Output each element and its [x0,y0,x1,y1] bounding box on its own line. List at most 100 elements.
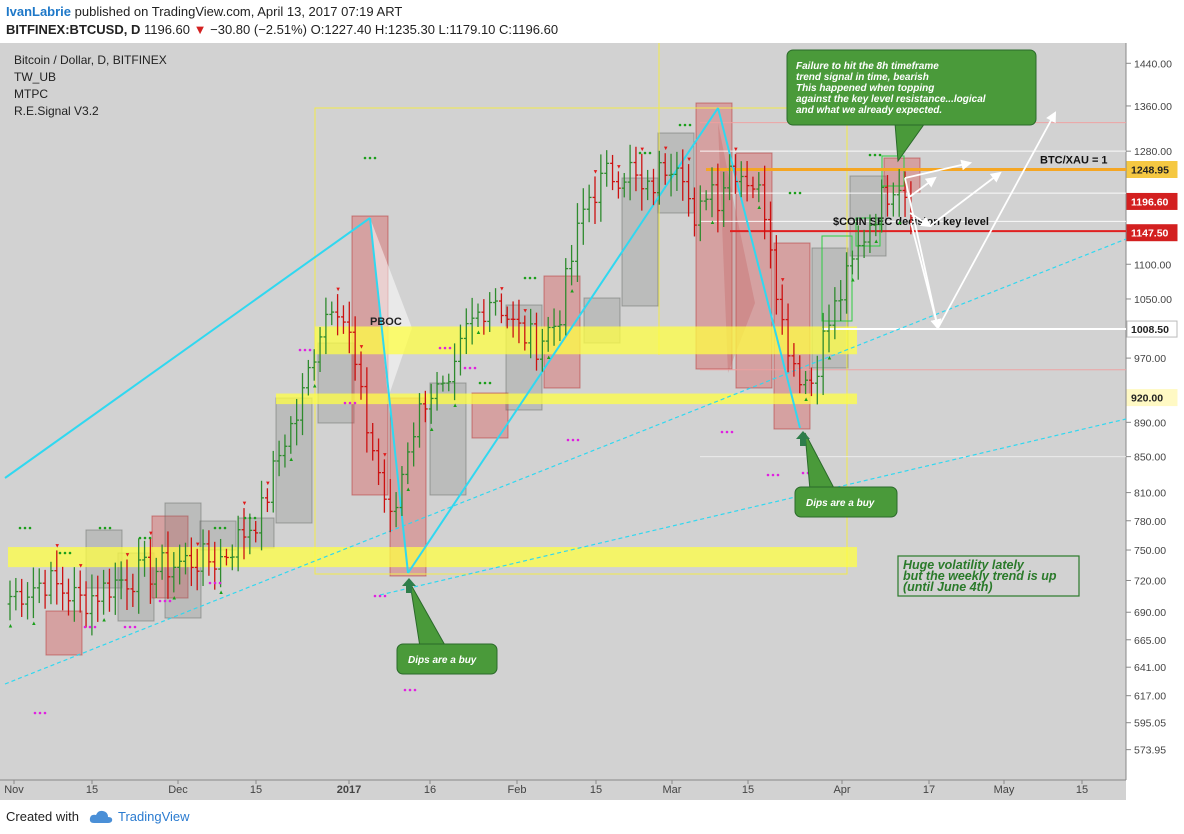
author-name[interactable]: IvanLabrie [6,4,72,19]
candle: ▼ [639,147,645,211]
candle: ▲ [452,343,458,409]
price-tag: 1147.50 [1126,224,1178,242]
svg-text:1280.00: 1280.00 [1134,146,1172,158]
svg-text:17: 17 [923,784,935,796]
candle [463,308,469,355]
candle [200,529,206,586]
created-with-label: Created with [6,809,79,824]
x-tick: 15 [250,780,262,796]
price-axis: 573.95 595.05 617.00 641.00 665.00 690.00 720.… [1126,58,1172,757]
candle [177,544,183,585]
candle [809,367,814,397]
signal-dot [678,123,692,127]
svg-text:▼: ▼ [265,481,271,487]
svg-text:▲: ▲ [31,621,37,627]
projection-arrow [907,176,937,199]
price-tag: 1248.95 [1126,160,1178,178]
projection-arrow [904,159,973,179]
svg-text:▲: ▲ [218,590,224,596]
candle: ▼ [733,147,739,194]
buy-arrow-icon [796,431,810,446]
buy-arrow-icon [402,578,416,593]
candle: ▼ [242,501,247,560]
svg-text:▲: ▲ [569,288,575,294]
dashed-trendline [4,238,1127,685]
x-tick: Mar [663,780,682,796]
signal-dot [98,526,112,530]
zigzag-trendline [4,217,371,479]
svg-text:Dec: Dec [168,784,188,796]
tradingview-link[interactable]: TradingView [118,809,190,824]
event-box [199,520,237,551]
price-chart[interactable]: BTC/XAU = 1$COIN SEC decision key level … [0,43,1184,800]
candle [516,299,522,344]
signal-dot [373,594,387,598]
candle [259,480,264,551]
signal-dot [158,599,172,603]
annotation-text: and what we already expected. [796,105,942,116]
svg-text:▲: ▲ [546,355,552,361]
svg-text:▲: ▲ [827,355,833,361]
signal-dot [766,473,780,477]
candle [183,542,188,575]
annotation-text: against the key level resistance...logic… [796,94,986,105]
candle [19,578,25,617]
candle [323,297,329,355]
last-price: 1196.60 [143,22,190,37]
x-tick: 15 [1076,780,1088,796]
candle [376,438,381,486]
annotation-text: Dips are a buy [806,498,875,509]
y-tick: 1280.00 [1126,146,1172,158]
drop-reflection [718,123,755,373]
svg-text:▼: ▼ [780,278,786,284]
candle [885,175,890,217]
svg-text:15: 15 [86,784,98,796]
candle [762,165,768,240]
candle [738,161,744,198]
svg-text:▼: ▼ [359,344,365,350]
candle [890,182,896,217]
candle [247,513,253,555]
event-box [621,177,659,307]
event-box [275,397,313,524]
svg-text:1440.00: 1440.00 [1134,58,1172,70]
y-tick: 720.00 [1126,575,1166,587]
candle [692,187,697,237]
candle [768,201,773,269]
candle [229,544,235,571]
candle [89,574,95,636]
candle [317,327,323,373]
candle [235,515,241,572]
candle [165,531,171,599]
candle [627,144,633,201]
candle: ▲ [850,250,856,283]
candle: ▲ [101,569,107,624]
candle: ▲ [827,304,833,361]
svg-text:1196.60: 1196.60 [1131,196,1169,208]
svg-text:▼: ▼ [733,147,739,153]
svg-text:▼: ▼ [54,543,60,549]
candle [744,161,750,202]
candle: ▲ [569,244,575,294]
support-zone [315,326,857,355]
candle [580,188,586,245]
y-tick: 1100.00 [1126,259,1171,271]
symbol-label: BITFINEX:BTCUSD, D [6,22,141,37]
svg-text:▼: ▼ [499,286,505,292]
candle [721,171,727,227]
x-tick: May [994,780,1015,796]
candle [71,567,77,622]
projection-arrows [904,111,1057,331]
time-axis: Nov 15 Dec 15 2017 16 Feb 15 Mar 15 Apr 17 May 15 [4,780,1088,796]
svg-text:▲: ▲ [803,397,809,403]
annotation-text: but the weekly trend is up [903,569,1057,583]
x-tick: 15 [742,780,754,796]
candle: ▲ [873,213,879,245]
legend-indicator-1: TW_UB [14,70,56,84]
signal-dot [720,430,734,434]
price-tag: 1196.60 [1126,192,1178,210]
candle [346,301,352,354]
candle [370,422,376,461]
svg-text:1050.00: 1050.00 [1134,294,1172,306]
